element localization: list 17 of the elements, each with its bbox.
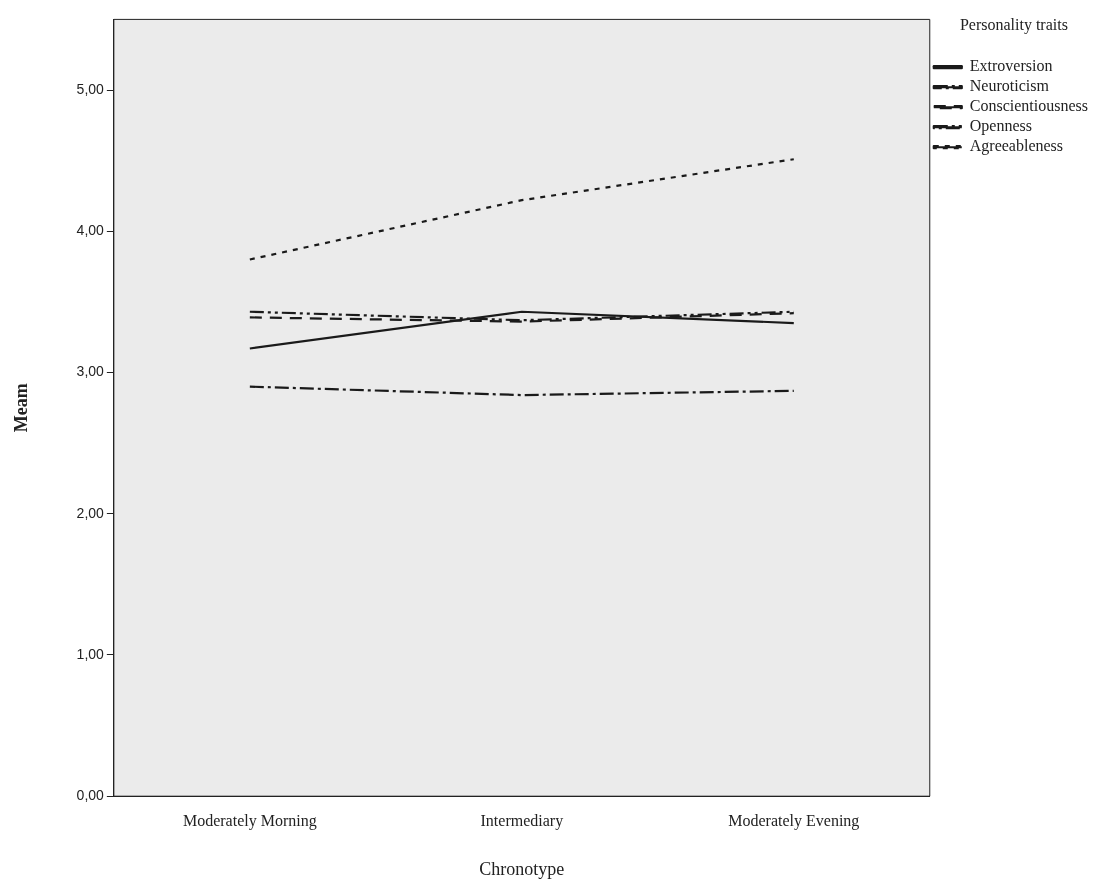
legend-label: Neuroticism — [969, 77, 1050, 95]
y-tick-label: 5,00 — [76, 80, 105, 97]
legend-title: Personality traits — [959, 16, 1068, 35]
x-tick-label: Moderately Evening — [728, 812, 860, 830]
y-tick-label: 4,00 — [76, 222, 105, 239]
y-tick-label: 0,00 — [76, 787, 105, 804]
x-tick-label: Moderately Morning — [182, 812, 317, 830]
y-tick-label: 2,00 — [76, 504, 105, 521]
y-axis-title: Meam — [11, 383, 32, 433]
legend-label: Conscientiousness — [969, 97, 1088, 115]
x-axis-title: Chronotype — [479, 858, 565, 879]
legend-label: Openness — [969, 117, 1032, 136]
x-tick-label: Intermediary — [480, 812, 564, 830]
y-tick-label: 3,00 — [76, 363, 105, 380]
legend-label: Extroversion — [969, 57, 1053, 75]
legend-label: Agreeableness — [969, 137, 1064, 156]
y-tick-label: 1,00 — [76, 645, 105, 662]
